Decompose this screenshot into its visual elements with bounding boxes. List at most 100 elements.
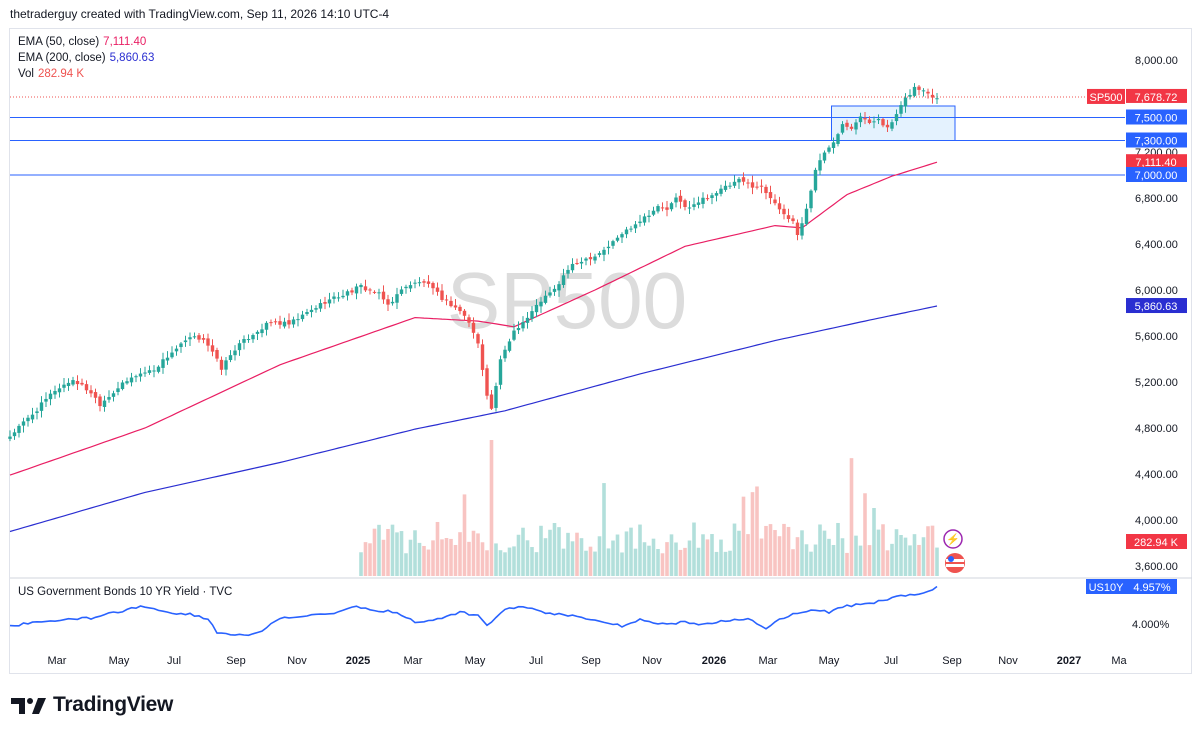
candle-body	[363, 286, 368, 291]
candle-body	[21, 421, 26, 426]
volume-bar	[561, 548, 566, 576]
candle-body	[809, 190, 813, 209]
candle-body	[899, 105, 903, 114]
candle-body	[444, 299, 449, 301]
candle-body	[282, 321, 287, 327]
level-7500-tag: 7,500.00	[1135, 113, 1178, 125]
candle-body	[66, 382, 71, 387]
time-axis-label: 2025	[346, 655, 370, 667]
candle-body	[593, 256, 597, 261]
candle-body	[800, 223, 804, 236]
volume-bar	[777, 536, 782, 576]
volume-bar	[363, 542, 368, 576]
price-axis-label: 6,800.00	[1135, 193, 1178, 205]
volume-bar	[885, 550, 890, 576]
volume-bar	[521, 527, 525, 576]
volume-bar	[417, 542, 422, 576]
candle-body	[426, 281, 431, 284]
candle-body	[120, 382, 125, 390]
candle-body	[750, 182, 755, 188]
candle-body	[278, 321, 282, 325]
tradingview-logo[interactable]: TradingView	[11, 692, 173, 718]
candle-body	[183, 340, 188, 343]
volume-bar	[764, 525, 768, 576]
candle-body	[435, 287, 440, 292]
candle-body	[584, 258, 588, 261]
candle-body	[413, 282, 417, 284]
candle-body	[692, 204, 696, 207]
candle-body	[719, 188, 723, 194]
ema200-tag-bg	[1126, 298, 1187, 314]
candle-body	[480, 344, 485, 370]
volume-bar	[629, 527, 633, 576]
candle-body	[471, 322, 476, 333]
volume-bar	[912, 534, 917, 576]
candle-body	[732, 181, 737, 186]
candle-body	[669, 203, 674, 210]
volume-bar	[651, 538, 656, 576]
candle-body	[890, 122, 894, 129]
candle-body	[818, 160, 822, 171]
candle-body	[269, 322, 273, 324]
candle-body	[62, 384, 66, 388]
volume-bar	[827, 538, 831, 576]
candle-body	[728, 185, 732, 187]
volume-bar	[786, 526, 791, 576]
volume-bar	[831, 545, 836, 576]
time-axis-label: Sep	[581, 655, 601, 667]
volume-bar	[534, 552, 539, 576]
volume-bar	[822, 530, 827, 576]
candle-body	[651, 210, 656, 215]
volume-bar	[435, 521, 440, 576]
time-axis-label: Mar	[759, 655, 778, 667]
volume-bar	[597, 536, 602, 576]
volume-bar	[408, 539, 413, 576]
candle-body	[755, 186, 759, 188]
candle-body	[530, 311, 534, 319]
candle-body	[71, 380, 75, 385]
volume-bar	[647, 545, 651, 576]
candle-body	[390, 301, 395, 304]
price-axis-label: 4,400.00	[1135, 469, 1178, 481]
candle-body	[449, 300, 453, 307]
candle-body	[48, 393, 53, 400]
candle-body	[75, 380, 80, 385]
time-axis-label: Mar	[404, 655, 423, 667]
legend-volume-value: 282.94 K	[38, 68, 85, 80]
candle-body	[417, 282, 422, 284]
candle-body	[885, 124, 890, 128]
candle-body	[251, 335, 255, 340]
candle-body	[8, 436, 12, 439]
candle-body	[498, 359, 503, 385]
volume-bar	[926, 526, 930, 576]
legend-volume[interactable]: Vol 282.94 K	[18, 66, 84, 82]
volume-bar	[741, 496, 746, 576]
candle-body	[84, 384, 89, 391]
candle-body	[174, 348, 179, 352]
candle-body	[521, 322, 525, 329]
volume-bar	[804, 544, 809, 576]
chart-frame[interactable]	[9, 28, 1192, 674]
candle-body	[588, 257, 593, 260]
candle-body	[525, 317, 530, 323]
lower-pane-title[interactable]: US Government Bonds 10 YR Yield · TVC	[18, 586, 233, 598]
legend-ema200[interactable]: EMA (200, close) 5,860.63	[18, 50, 154, 66]
volume-bar	[840, 538, 845, 576]
candle-body	[350, 290, 354, 293]
candle-body	[17, 425, 21, 433]
us10y-line	[9, 585, 938, 637]
candle-body	[746, 182, 750, 184]
volume-bar	[917, 544, 921, 576]
candle-body	[233, 350, 237, 356]
volume-bar	[611, 540, 615, 576]
volume-bar	[525, 540, 530, 576]
candle-body	[107, 397, 111, 400]
volume-bar	[440, 539, 444, 576]
legend-ema50[interactable]: EMA (50, close) 7,111.40	[18, 34, 146, 50]
candle-body	[611, 241, 615, 246]
price-axis-label: 6,000.00	[1135, 285, 1178, 297]
candle-body	[327, 299, 332, 304]
candle-body	[296, 319, 300, 321]
volume-bar	[449, 538, 453, 576]
